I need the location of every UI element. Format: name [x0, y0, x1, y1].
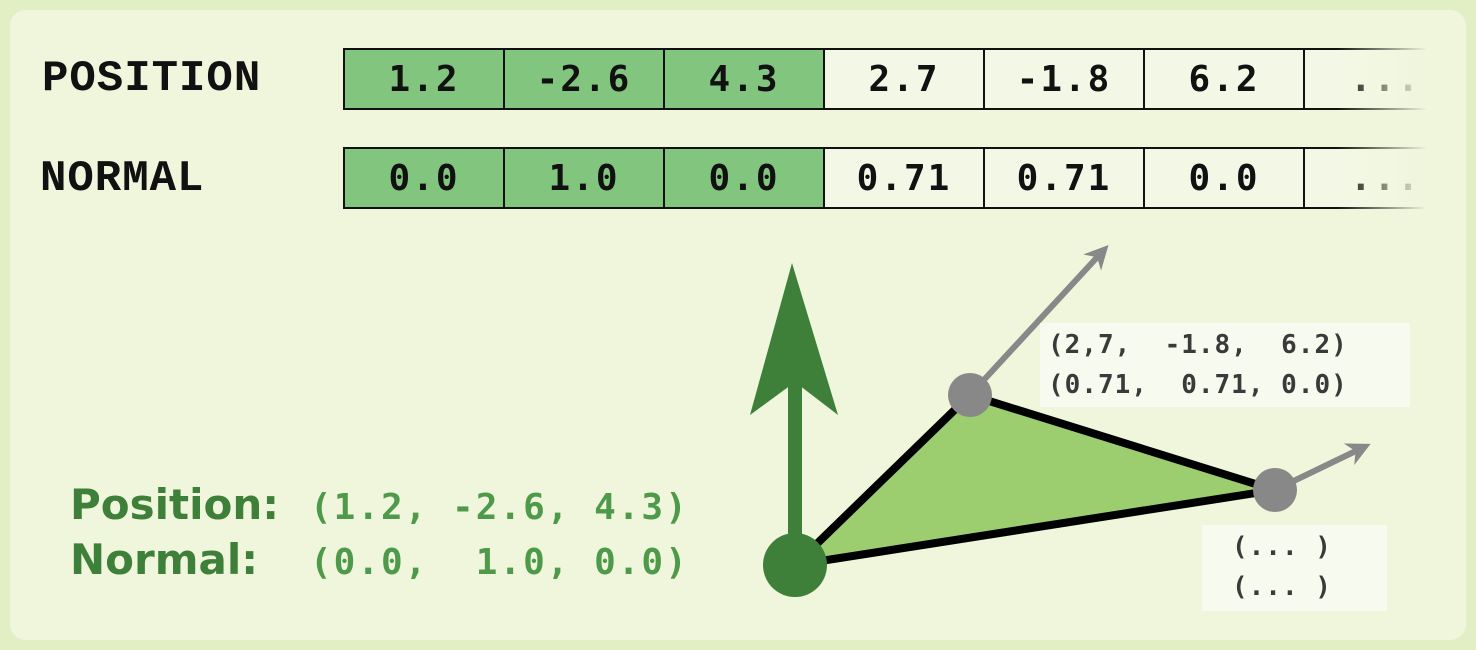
position-cell: 6.2: [1143, 48, 1305, 110]
diagram-panel: POSITION NORMAL 1.2 -2.6 4.3 2.7 -1.8 6.…: [10, 10, 1466, 640]
normal-row-label: NORMAL: [40, 154, 205, 204]
vertex2-dot: [948, 373, 992, 417]
position-cell: 1.2: [343, 48, 505, 110]
vertex2-normal: (0.71, 0.71, 0.0): [1048, 370, 1348, 400]
normal-cell: 0.0: [343, 147, 505, 209]
legend-normal-label: Normal:: [70, 535, 259, 584]
legend-normal-value: (0.0, 1.0, 0.0): [310, 542, 689, 583]
normal-cell: 0.0: [663, 147, 825, 209]
normal-cell: 0.71: [823, 147, 985, 209]
vertex2-normal-arrow: [967, 244, 1109, 398]
normal-cell: 0.71: [983, 147, 1145, 209]
position-buffer: 1.2 -2.6 4.3 2.7 -1.8 6.2 ...: [343, 48, 1427, 110]
triangle-diagram: [750, 244, 1371, 597]
vertex3-normal: (... ): [1232, 572, 1332, 602]
normal-buffer: 0.0 1.0 0.0 0.71 0.71 0.0 ...: [343, 147, 1427, 209]
legend-position-value: (1.2, -2.6, 4.3): [310, 487, 689, 528]
vertex2-label: (2,7, -1.8, 6.2) (0.71, 0.71, 0.0): [1040, 323, 1410, 407]
position-cell: 2.7: [823, 48, 985, 110]
legend-position: Position: (1.2, -2.6, 4.3): [70, 480, 689, 529]
legend-position-label: Position:: [70, 480, 280, 529]
vertex3-dot: [1253, 468, 1297, 512]
vertex2-position: (2,7, -1.8, 6.2): [1048, 330, 1348, 360]
legend-normal: Normal: (0.0, 1.0, 0.0): [70, 535, 689, 584]
vertex3-position: (... ): [1232, 532, 1332, 562]
normal-cell: 1.0: [503, 147, 665, 209]
position-row-label: POSITION: [42, 54, 262, 104]
normal-cell: 0.0: [1143, 147, 1305, 209]
vertex3-label: (... ) (... ): [1202, 525, 1387, 611]
position-cell: 4.3: [663, 48, 825, 110]
vertex1-normal-arrow: [750, 263, 838, 565]
position-cell: -2.6: [503, 48, 665, 110]
triangle-face: [791, 391, 1279, 569]
vertex1-dot: [763, 533, 827, 597]
